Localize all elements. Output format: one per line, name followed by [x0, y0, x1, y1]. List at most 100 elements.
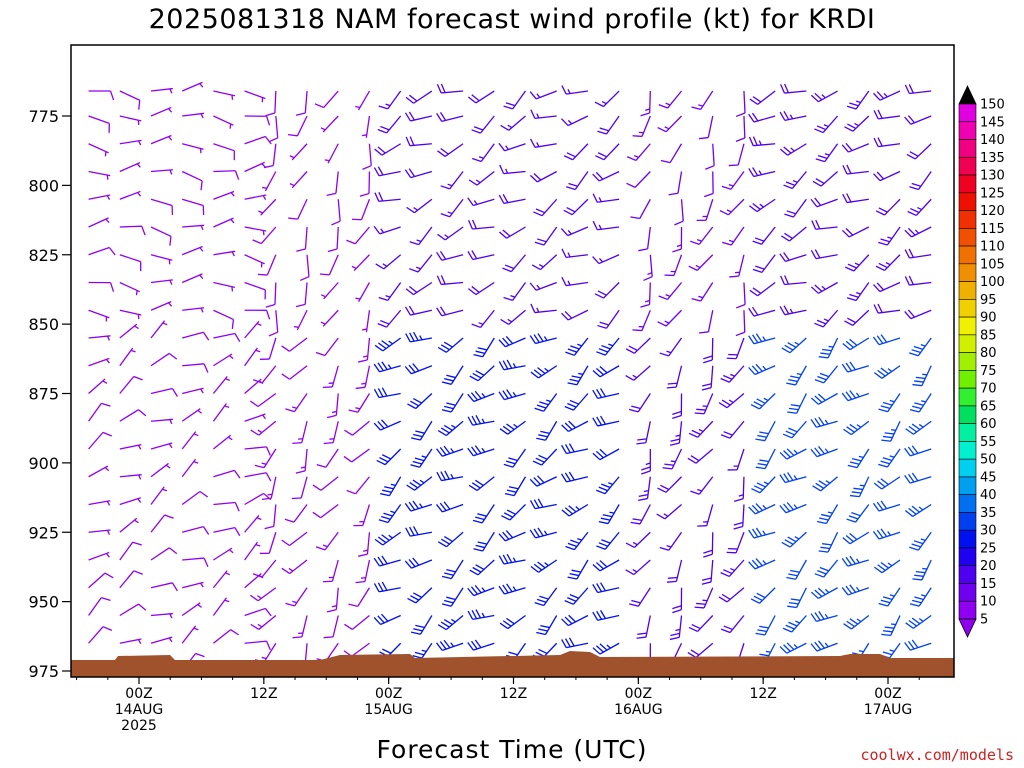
wind-barb: [244, 194, 267, 200]
colorbar-label: 30: [980, 524, 997, 539]
wind-barb: [659, 337, 683, 357]
colorbar-label: 95: [980, 293, 997, 308]
colorbar-swatch: [958, 370, 977, 389]
wind-barb: [281, 365, 308, 380]
wind-barb: [119, 254, 142, 272]
wind-barb: [499, 164, 526, 175]
wind-barb: [295, 448, 308, 474]
wind-barb: [720, 615, 745, 634]
colorbar-label: 130: [980, 169, 1005, 184]
wind-barb: [150, 547, 178, 561]
wind-barb: [567, 559, 589, 580]
wind-barb: [380, 476, 402, 497]
credit-text[interactable]: coolwx.com/models: [860, 746, 1014, 764]
wind-barb: [244, 115, 271, 126]
wind-barb: [252, 226, 277, 245]
plot-frame: [70, 44, 955, 678]
wind-barb: [843, 420, 870, 436]
wind-barb: [729, 254, 745, 278]
wind-barb: [435, 639, 464, 651]
wind-barb: [844, 309, 870, 326]
wind-barb: [674, 199, 684, 226]
colorbar-label: 25: [980, 541, 997, 556]
wind-barb: [592, 170, 620, 182]
wind-barb: [472, 504, 495, 524]
wind-barb: [88, 465, 110, 478]
x-tick-label: 00Z: [625, 686, 652, 702]
wind-barb: [293, 309, 308, 331]
wind-barb: [660, 143, 683, 164]
wind-barb: [687, 448, 714, 464]
wind-barb: [592, 610, 620, 621]
wind-barb: [88, 309, 110, 322]
wind-barb: [281, 559, 308, 575]
colorbar-swatch: [958, 352, 977, 371]
wind-barb: [119, 190, 142, 200]
wind-barb: [592, 220, 620, 231]
wind-barb: [625, 559, 651, 576]
y-tick-label: 950: [28, 593, 59, 612]
wind-barb: [912, 365, 932, 387]
wind-barb: [632, 115, 651, 138]
wind-barb: [658, 282, 683, 301]
wind-barb: [316, 448, 339, 468]
wind-barb: [88, 246, 116, 256]
wind-barb: [748, 112, 776, 123]
wind-barb: [810, 392, 838, 405]
wind-barb: [658, 90, 683, 109]
wind-barb: [244, 446, 271, 456]
wind-barb: [748, 136, 776, 147]
wind-barb: [560, 226, 589, 237]
wind-barb: [534, 226, 558, 246]
wind-barb: [150, 462, 171, 478]
wind-barb: [592, 448, 620, 461]
wind-barb: [406, 198, 433, 214]
colorbar-swatch: [958, 316, 977, 336]
wind-barb: [566, 171, 589, 191]
wind-barb: [905, 614, 932, 629]
colorbar-swatch: [958, 263, 977, 282]
wind-barb: [249, 587, 277, 602]
wind-barb: [816, 504, 839, 525]
wind-barb: [561, 503, 589, 517]
wind-barb: [625, 337, 651, 354]
wind-barb: [436, 275, 464, 286]
wind-barb: [904, 248, 932, 259]
wind-barb: [784, 198, 807, 218]
wind-barb: [213, 217, 235, 228]
wind-barb: [779, 252, 807, 263]
y-tick-label: 925: [28, 523, 59, 542]
wind-barb: [630, 198, 651, 220]
wind-barb: [814, 309, 839, 328]
wind-barb: [561, 614, 589, 627]
wind-barb: [213, 115, 234, 129]
wind-barb: [323, 615, 339, 639]
wind-barb: [748, 363, 776, 376]
wind-barb: [531, 254, 558, 271]
wind-barb: [326, 587, 339, 613]
wind-barb: [213, 547, 234, 561]
wind-barb: [812, 476, 838, 492]
wind-barb: [404, 305, 433, 316]
wind-barb: [88, 551, 110, 561]
colorbar-swatch: [958, 529, 977, 549]
wind-barb: [373, 555, 401, 567]
wind-barb: [150, 442, 173, 450]
colorbar-label: 5: [980, 613, 988, 628]
wind-barb: [810, 281, 838, 294]
wind-barb: [904, 472, 932, 484]
wind-barb: [355, 365, 371, 390]
wind-barb: [409, 226, 433, 246]
wind-barb: [346, 476, 370, 495]
wind-barb: [359, 171, 371, 197]
wind-barb: [561, 248, 588, 259]
wind-barb: [755, 448, 776, 470]
wind-barb: [244, 472, 272, 482]
y-tick-label: 850: [28, 315, 59, 334]
wind-barb: [873, 90, 901, 101]
wind-barb: [88, 281, 115, 292]
wind-barb: [437, 420, 464, 437]
wind-barb: [530, 138, 557, 148]
wind-barb: [119, 139, 142, 146]
wind-barb: [265, 282, 277, 308]
